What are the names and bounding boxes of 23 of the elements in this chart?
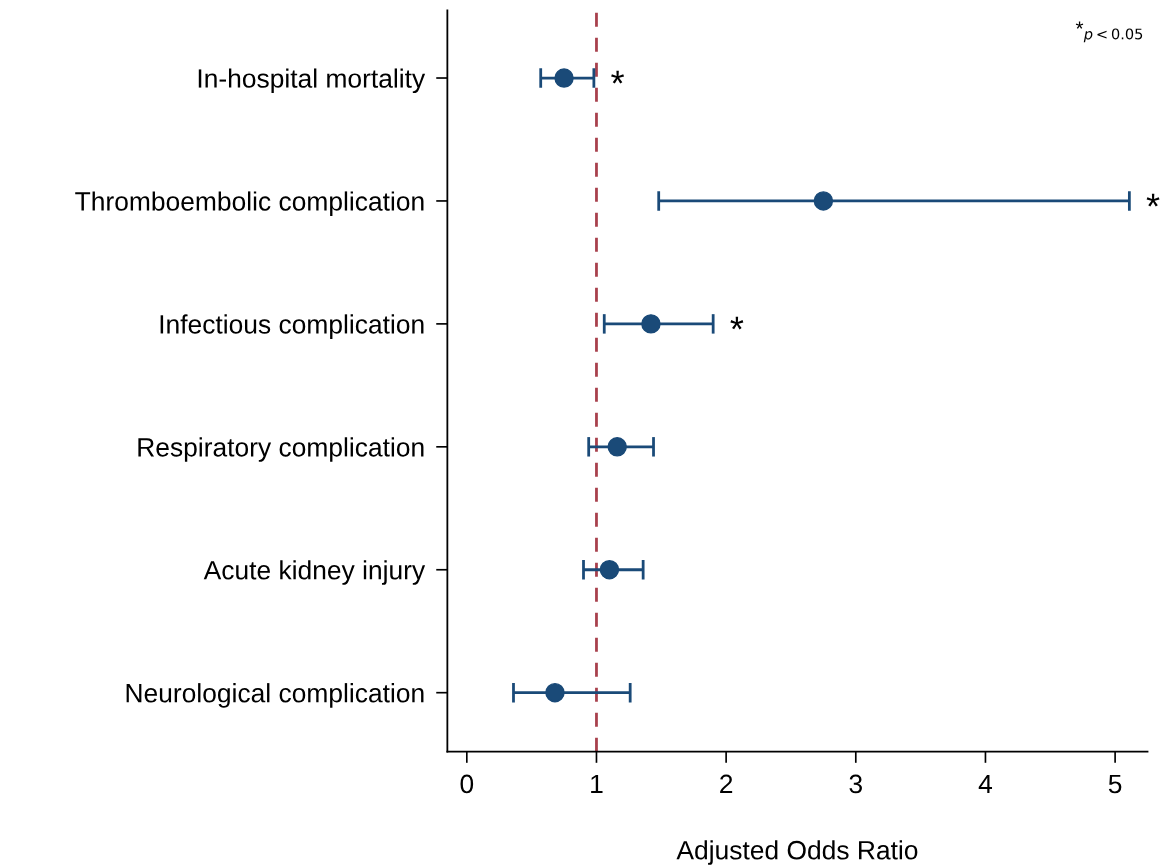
y-tick-label: Infectious complication bbox=[160, 314, 424, 339]
y-tick-label: In-hospital mortality bbox=[198, 68, 426, 94]
point bbox=[641, 314, 661, 334]
point bbox=[813, 191, 834, 211]
annotation: *$_{p<0.05}$ bbox=[1075, 21, 1143, 43]
x-tick-label: 5 bbox=[1108, 774, 1122, 794]
y-tick-label: Neurological complication bbox=[126, 683, 424, 708]
x-tick-label: 2 bbox=[720, 774, 733, 794]
point bbox=[607, 437, 627, 457]
y-tick-label: Acute kidney injury bbox=[203, 560, 426, 585]
point bbox=[545, 682, 565, 703]
x-tick-label: 3 bbox=[849, 774, 862, 794]
point bbox=[554, 68, 574, 88]
annotation: * bbox=[1146, 193, 1160, 207]
x-tick-label: 4 bbox=[978, 774, 993, 794]
x-tick-label: 1 bbox=[591, 774, 603, 794]
y-tick-label: Respiratory complication bbox=[138, 437, 424, 462]
x-axis-title: Adjusted Odds Ratio bbox=[676, 840, 918, 865]
y-tick-label: Thromboembolic complication bbox=[75, 191, 424, 216]
annotation: * bbox=[611, 70, 625, 84]
point bbox=[599, 560, 620, 580]
x-tick-label: 0 bbox=[460, 774, 474, 794]
annotation: * bbox=[730, 316, 744, 330]
